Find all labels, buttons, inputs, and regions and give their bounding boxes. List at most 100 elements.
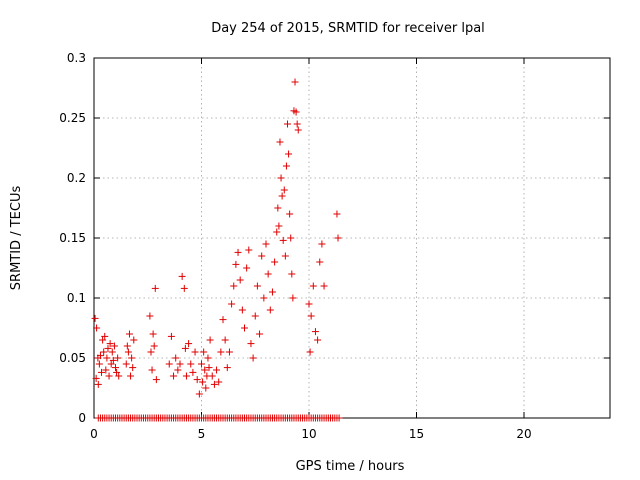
data-point (277, 174, 285, 182)
x-axis-label: GPS time / hours (296, 459, 405, 474)
chart-title: Day 254 of 2015, SRMTID for receiver lpa… (211, 21, 485, 36)
data-point (108, 348, 116, 356)
data-point (185, 340, 193, 348)
data-point (223, 364, 231, 372)
data-point (271, 258, 279, 266)
data-point (213, 366, 221, 374)
data-point (228, 300, 236, 308)
data-point (316, 258, 324, 266)
y-tick-label: 0.2 (67, 171, 86, 185)
data-point (125, 330, 133, 338)
data-point (92, 374, 100, 382)
data-point (187, 360, 195, 368)
data-point (129, 364, 137, 372)
data-point (234, 248, 242, 256)
data-point (236, 276, 244, 284)
data-point (293, 120, 301, 128)
data-point (287, 234, 295, 242)
data-point (128, 354, 136, 362)
data-point (146, 312, 154, 320)
data-point (225, 348, 233, 356)
data-points (91, 78, 343, 422)
data-point (199, 378, 207, 386)
x-tick-label: 20 (516, 427, 531, 441)
data-point (99, 336, 107, 344)
y-axis-label: SRMTID / TECUs (9, 186, 24, 291)
data-point (260, 294, 268, 302)
data-point (253, 282, 261, 290)
data-point (106, 340, 114, 348)
data-point (284, 120, 291, 128)
y-tick-label: 0.3 (67, 51, 86, 65)
data-point (193, 376, 201, 384)
data-point (334, 234, 342, 242)
data-point (281, 252, 289, 260)
data-point (247, 340, 255, 348)
data-point (148, 366, 156, 374)
data-point (103, 354, 111, 362)
y-tick-label: 0.15 (59, 231, 86, 245)
data-point (105, 372, 113, 380)
data-point (204, 354, 212, 362)
data-point (268, 288, 276, 296)
data-point (127, 372, 135, 380)
x-tick-labels: 0 5 10 15 20 (90, 427, 531, 441)
data-point (198, 360, 205, 368)
data-point (123, 342, 131, 350)
y-tick-label: 0.25 (59, 111, 86, 125)
data-point (149, 330, 157, 338)
data-point (215, 378, 223, 386)
data-point (102, 366, 110, 374)
x-tick-label: 0 (90, 427, 98, 441)
zero-data-point (335, 414, 343, 422)
data-point (205, 364, 213, 372)
data-point (309, 282, 317, 290)
data-point (217, 348, 225, 356)
data-point (94, 380, 102, 388)
data-point (95, 360, 103, 368)
data-point (249, 354, 257, 362)
data-point (93, 324, 101, 332)
data-point (112, 364, 119, 372)
data-point (206, 336, 214, 344)
data-point (251, 312, 259, 320)
data-point (172, 354, 180, 362)
y-tick-labels: 0 0.05 0.1 0.15 0.2 0.25 0.3 (59, 51, 86, 425)
data-point (167, 332, 175, 340)
data-point (314, 336, 322, 344)
data-point (180, 284, 188, 292)
data-point (176, 360, 184, 368)
data-point (101, 332, 109, 340)
data-point (286, 210, 294, 218)
data-point (130, 336, 138, 344)
data-point (305, 300, 313, 308)
y-tick-label: 0 (78, 411, 86, 425)
data-point (151, 284, 159, 292)
data-point (150, 342, 158, 350)
data-point (279, 236, 287, 244)
data-point (307, 312, 315, 320)
x-tick-label: 5 (198, 427, 206, 441)
data-point (282, 162, 290, 170)
data-point (200, 348, 208, 356)
data-point (113, 368, 121, 376)
data-point (152, 376, 160, 384)
data-point (289, 294, 297, 302)
data-point (219, 316, 227, 324)
data-point (174, 366, 182, 374)
data-point (191, 348, 199, 356)
data-point (202, 384, 210, 392)
data-point (114, 354, 122, 362)
grid (94, 58, 610, 418)
data-point (232, 260, 240, 268)
data-point (256, 330, 264, 338)
data-point (165, 360, 173, 368)
data-point (266, 306, 274, 314)
data-point (96, 352, 104, 360)
data-point (280, 186, 288, 194)
data-point (285, 150, 293, 158)
data-point (189, 368, 197, 376)
data-point (262, 240, 270, 248)
data-point (181, 344, 189, 352)
data-point (100, 348, 108, 356)
